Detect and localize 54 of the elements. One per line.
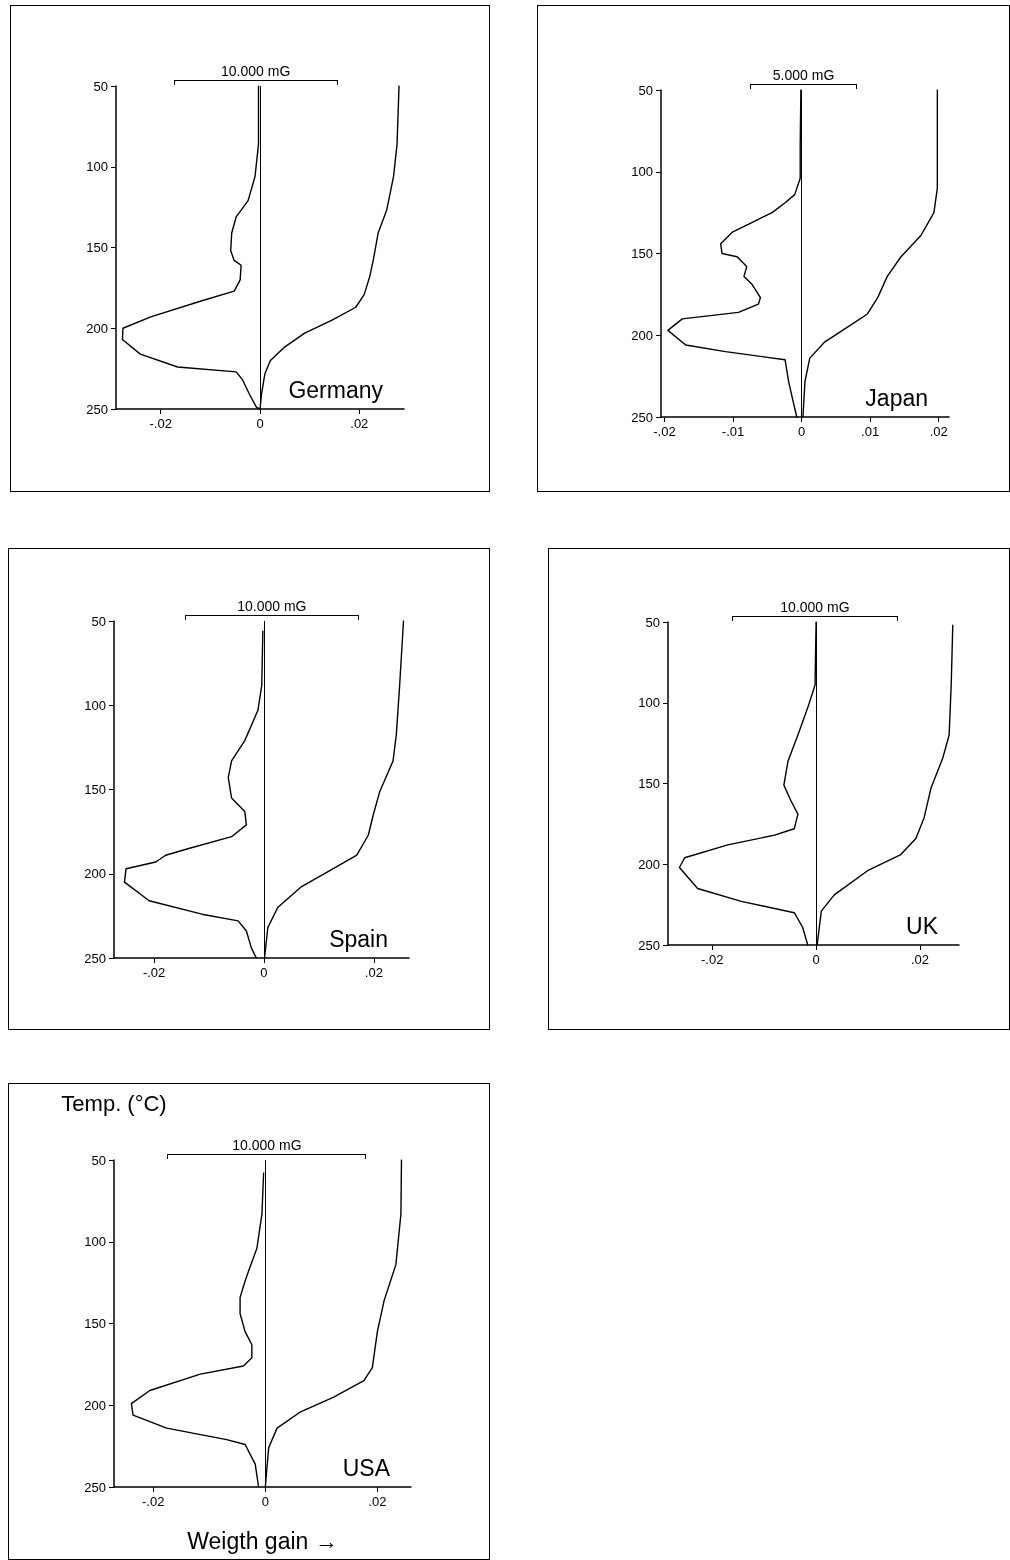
x-tick-label: .02 (910, 952, 930, 967)
x-tick-label: -.02 (653, 424, 676, 439)
x-tick-label: .02 (368, 1494, 387, 1509)
x-tick-label: 0 (256, 416, 264, 431)
y-tick-label: 250 (631, 409, 653, 425)
y-tick-label: 100 (638, 695, 660, 711)
x-tick-label: 0 (797, 424, 806, 439)
y-tick-label: 100 (86, 159, 108, 175)
y-tick-label: 200 (638, 856, 660, 872)
y-tick-label: 50 (645, 614, 660, 630)
y-axis-title: Temp. (°C) (61, 1090, 167, 1116)
x-tick-label: .02 (350, 416, 369, 431)
x-tick-label: 0 (261, 1494, 269, 1509)
y-tick-label: 50 (638, 82, 653, 98)
x-tick-label: 0 (260, 965, 268, 980)
y-tick-label: 150 (638, 776, 660, 791)
text: 10.000 mG (221, 63, 291, 79)
y-tick-label: 200 (86, 320, 108, 336)
text: USA (342, 1454, 391, 1481)
y-tick-label: 100 (84, 1234, 106, 1250)
y-tick-label: 250 (84, 1479, 106, 1495)
x-tick-label: -.02 (149, 416, 172, 431)
x-tick-label: .02 (364, 965, 383, 980)
y-tick-label: 150 (86, 240, 108, 255)
text: 10.000 mG (780, 599, 850, 615)
y-tick-label: 150 (84, 782, 106, 797)
y-tick-label: 200 (84, 1397, 106, 1413)
y-tick-label: 50 (91, 1152, 106, 1168)
y-tick-label: 150 (631, 246, 653, 261)
y-tick-label: 50 (93, 78, 108, 94)
y-tick-label: 250 (84, 950, 106, 966)
y-tick-label: 100 (84, 697, 106, 713)
text: 10.000 mG (237, 598, 307, 614)
y-tick-label: 250 (638, 937, 660, 953)
text: UK (906, 912, 939, 939)
x-tick-label: -.02 (142, 965, 166, 980)
x-axis-title: Weigth gain → (187, 1527, 338, 1554)
y-tick-label: 100 (631, 164, 653, 180)
y-tick-label: 150 (84, 1316, 106, 1331)
text: Japan (865, 384, 929, 411)
text: Spain (329, 925, 388, 952)
y-tick-label: 50 (91, 613, 106, 629)
y-tick-label: 250 (86, 401, 108, 417)
x-tick-label: -.02 (142, 1494, 165, 1509)
x-tick-label: 0 (812, 952, 820, 967)
y-tick-label: 200 (84, 866, 106, 882)
text: 5.000 mG (772, 67, 835, 83)
x-tick-label: .02 (929, 424, 948, 439)
x-tick-label: -.02 (700, 952, 724, 967)
text: Germany (288, 376, 384, 403)
x-tick-label: .01 (861, 424, 880, 439)
y-tick-label: 200 (631, 327, 653, 343)
text: 10.000 mG (232, 1137, 302, 1153)
x-tick-label: -.01 (721, 424, 745, 439)
